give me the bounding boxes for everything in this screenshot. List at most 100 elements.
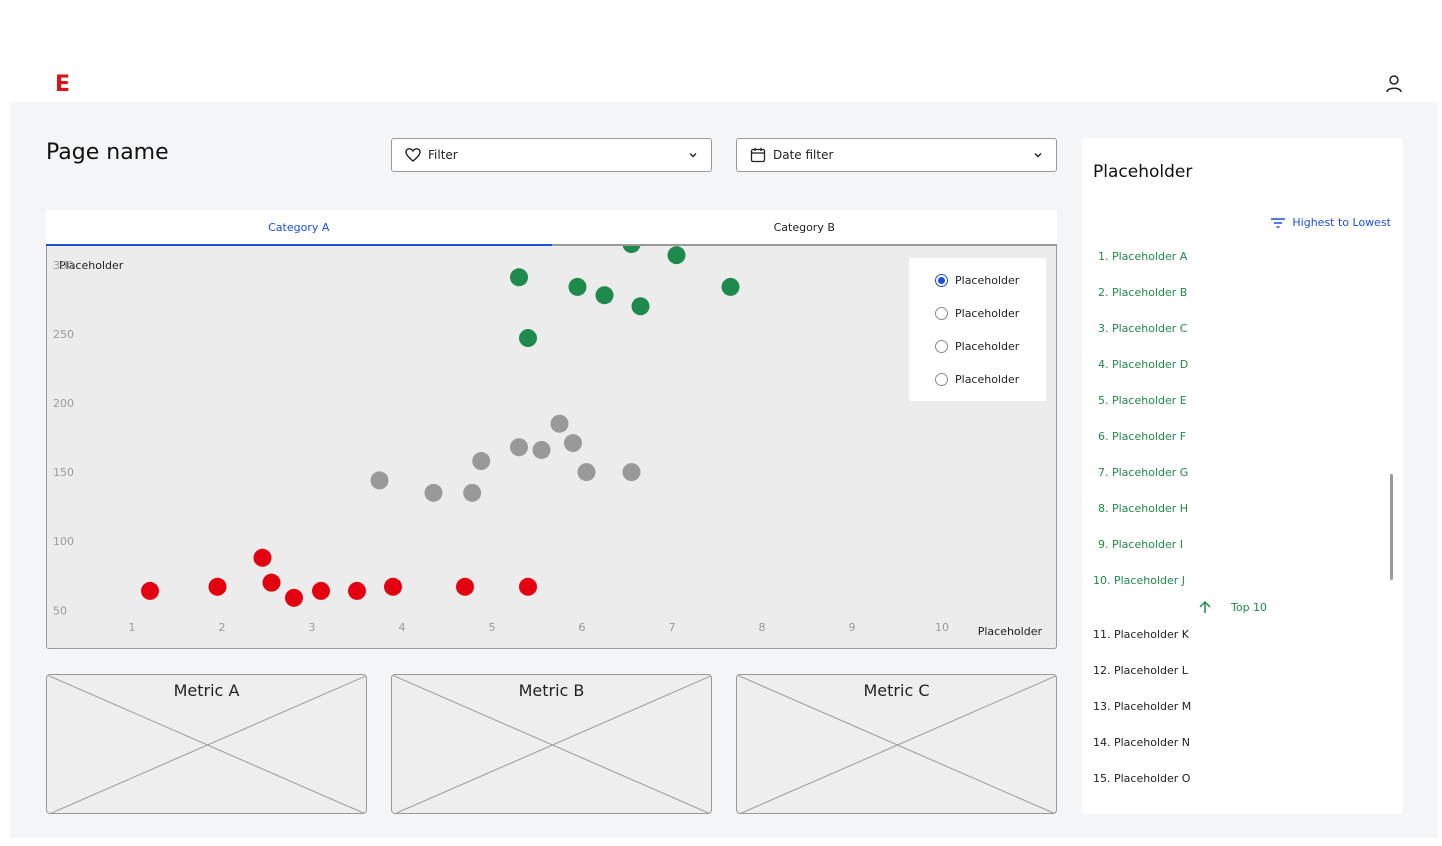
x-tick-label: 3	[309, 621, 316, 634]
scrollbar[interactable]	[1390, 474, 1393, 580]
list-item[interactable]: 11. Placeholder K	[1093, 628, 1189, 641]
x-tick-label: 10	[935, 621, 949, 634]
data-point[interactable]	[463, 483, 482, 502]
data-point[interactable]	[519, 329, 537, 348]
ranking-panel: Placeholder Highest to Lowest 1. Placeho…	[1082, 138, 1403, 814]
y-tick-label: 100	[53, 535, 74, 548]
data-point[interactable]	[595, 286, 614, 305]
legend-option-2[interactable]: Placeholder	[935, 307, 1019, 320]
y-tick-label: 250	[53, 328, 74, 341]
data-point[interactable]	[456, 577, 474, 596]
data-point[interactable]	[550, 414, 569, 433]
heart-icon	[404, 146, 422, 164]
list-item[interactable]: 1. Placeholder A	[1098, 250, 1188, 263]
tab-category-a[interactable]: Category A	[46, 210, 552, 246]
y-tick-label: 150	[53, 466, 74, 479]
list-item[interactable]: 5. Placeholder E	[1098, 394, 1187, 407]
sort-button[interactable]: Highest to Lowest	[1270, 216, 1391, 229]
app-logo[interactable]: E	[55, 72, 71, 97]
list-item[interactable]: 13. Placeholder M	[1093, 700, 1192, 713]
x-axis-label: Placeholder	[978, 625, 1043, 638]
date-filter-label: Date filter	[773, 148, 834, 162]
x-tick-label: 8	[759, 621, 766, 634]
y-axis-label: Placeholder	[59, 259, 124, 272]
x-tick-label: 9	[849, 621, 856, 634]
data-point[interactable]	[472, 452, 491, 471]
data-point[interactable]	[424, 483, 443, 502]
filter-label: Filter	[428, 148, 458, 162]
date-filter-dropdown[interactable]: Date filter	[736, 138, 1057, 172]
filter-dropdown[interactable]: Filter	[391, 138, 712, 172]
data-point[interactable]	[348, 581, 366, 600]
list-item[interactable]: 2. Placeholder B	[1098, 286, 1188, 299]
data-point[interactable]	[312, 581, 330, 600]
list-item[interactable]: 14. Placeholder N	[1093, 736, 1190, 749]
list-item[interactable]: 3. Placeholder C	[1098, 322, 1188, 335]
legend-label: Placeholder	[955, 373, 1020, 386]
data-point[interactable]	[141, 581, 159, 600]
list-item[interactable]: 7. Placeholder G	[1098, 466, 1189, 479]
chart-legend: Placeholder Placeholder Placeholder Plac…	[909, 258, 1046, 401]
scatter-plot-canvas: Placeholder Placeholder 50 100 150 200 250 30…	[53, 246, 1043, 638]
list-item[interactable]: 12. Placeholder L	[1093, 664, 1188, 677]
legend-label: Placeholder	[955, 340, 1020, 353]
tab-category-b[interactable]: Category B	[773, 221, 835, 234]
chevron-down-icon	[1032, 149, 1044, 161]
legend-option-1[interactable]: Placeholder	[935, 274, 1019, 287]
list-item[interactable]: 4. Placeholder D	[1098, 358, 1189, 371]
data-point[interactable]	[622, 463, 641, 482]
data-point[interactable]	[262, 573, 281, 592]
data-point[interactable]	[622, 246, 641, 254]
x-tick-label: 1	[129, 621, 136, 634]
list-item[interactable]: 10. Placeholder J	[1093, 574, 1186, 587]
data-point[interactable]	[721, 277, 740, 296]
list-item[interactable]: 9. Placeholder I	[1098, 538, 1184, 551]
metric-title: Metric B	[518, 681, 585, 700]
data-point[interactable]	[208, 577, 227, 596]
list-item[interactable]: 8. Placeholder H	[1098, 502, 1189, 515]
panel-title: Placeholder	[1093, 162, 1193, 182]
data-point[interactable]	[667, 246, 686, 265]
sort-icon	[1271, 217, 1286, 228]
legend-option-4[interactable]: Placeholder	[935, 373, 1019, 386]
x-tick-label: 4	[399, 621, 406, 634]
calendar-icon	[749, 146, 767, 164]
data-point[interactable]	[532, 440, 551, 459]
data-point[interactable]	[568, 277, 587, 296]
radio-unselected[interactable]	[935, 340, 948, 353]
radio-selected[interactable]	[935, 274, 948, 287]
data-point[interactable]	[631, 297, 650, 316]
category-tabs: Category A Category B	[46, 210, 1057, 246]
radio-unselected[interactable]	[935, 307, 948, 320]
top-10-label: Top 10	[1231, 600, 1268, 614]
placeholder-image	[392, 675, 711, 813]
data-point[interactable]	[510, 438, 528, 457]
page-title: Page name	[46, 140, 169, 165]
metric-card-b[interactable]: Metric B	[391, 674, 712, 814]
user-account-icon[interactable]	[1384, 74, 1404, 94]
data-point[interactable]	[285, 588, 303, 607]
metric-card-c[interactable]: Metric C	[736, 674, 1057, 814]
data-point[interactable]	[519, 577, 537, 596]
list-item[interactable]: 15. Placeholder O	[1093, 772, 1191, 785]
data-point[interactable]	[577, 463, 596, 482]
scatter-chart: Placeholder Placeholder 50 100 150 200 250 30…	[46, 246, 1057, 649]
y-tick-label: 300	[53, 259, 74, 272]
top-bar: E	[0, 0, 1442, 102]
x-tick-label: 5	[489, 621, 496, 634]
back-to-top-10[interactable]: Top 10	[1198, 600, 1267, 614]
data-point[interactable]	[564, 434, 582, 453]
data-point[interactable]	[253, 548, 272, 567]
data-point[interactable]	[510, 268, 528, 287]
sort-label: Highest to Lowest	[1292, 216, 1391, 229]
list-item[interactable]: 6. Placeholder F	[1098, 430, 1187, 443]
metric-title: Metric A	[173, 681, 240, 700]
data-point[interactable]	[370, 471, 389, 490]
data-point[interactable]	[384, 577, 402, 596]
legend-label: Placeholder	[955, 307, 1020, 320]
radio-unselected[interactable]	[935, 373, 948, 386]
legend-option-3[interactable]: Placeholder	[935, 340, 1019, 353]
placeholder-image	[737, 675, 1056, 813]
x-tick-label: 2	[219, 621, 226, 634]
metric-card-a[interactable]: Metric A	[46, 674, 367, 814]
